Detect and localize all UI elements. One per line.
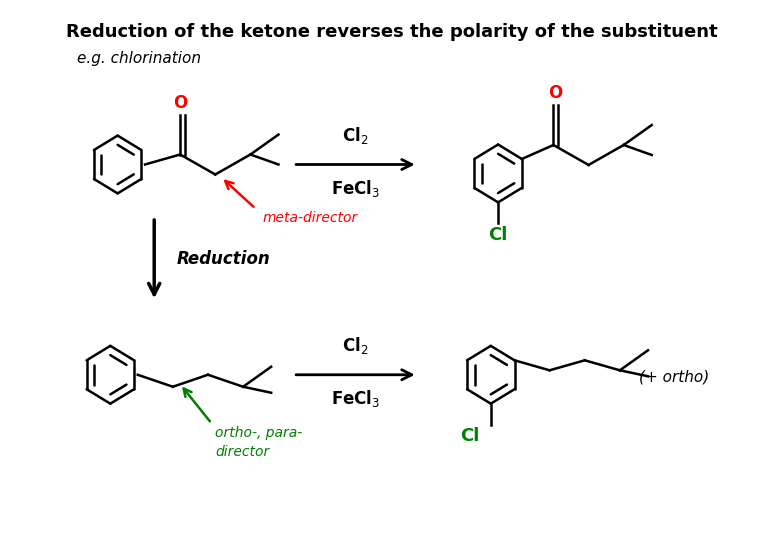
Text: Reduction of the ketone reverses the polarity of the substituent: Reduction of the ketone reverses the pol… [66, 22, 718, 41]
Text: Reduction: Reduction [176, 250, 270, 268]
Text: O: O [549, 84, 563, 103]
Text: FeCl$_3$: FeCl$_3$ [331, 178, 380, 199]
Text: (+ ortho): (+ ortho) [638, 370, 709, 385]
Text: e.g. chlorination: e.g. chlorination [78, 51, 201, 66]
Text: meta-director: meta-director [263, 211, 358, 225]
Text: O: O [173, 94, 187, 112]
Text: Cl: Cl [488, 226, 508, 244]
Text: Cl$_2$: Cl$_2$ [343, 125, 368, 146]
Text: ortho-, para-
director: ortho-, para- director [216, 426, 303, 459]
Text: FeCl$_3$: FeCl$_3$ [331, 388, 380, 409]
Text: Cl$_2$: Cl$_2$ [343, 335, 368, 356]
Text: Cl: Cl [460, 427, 480, 445]
